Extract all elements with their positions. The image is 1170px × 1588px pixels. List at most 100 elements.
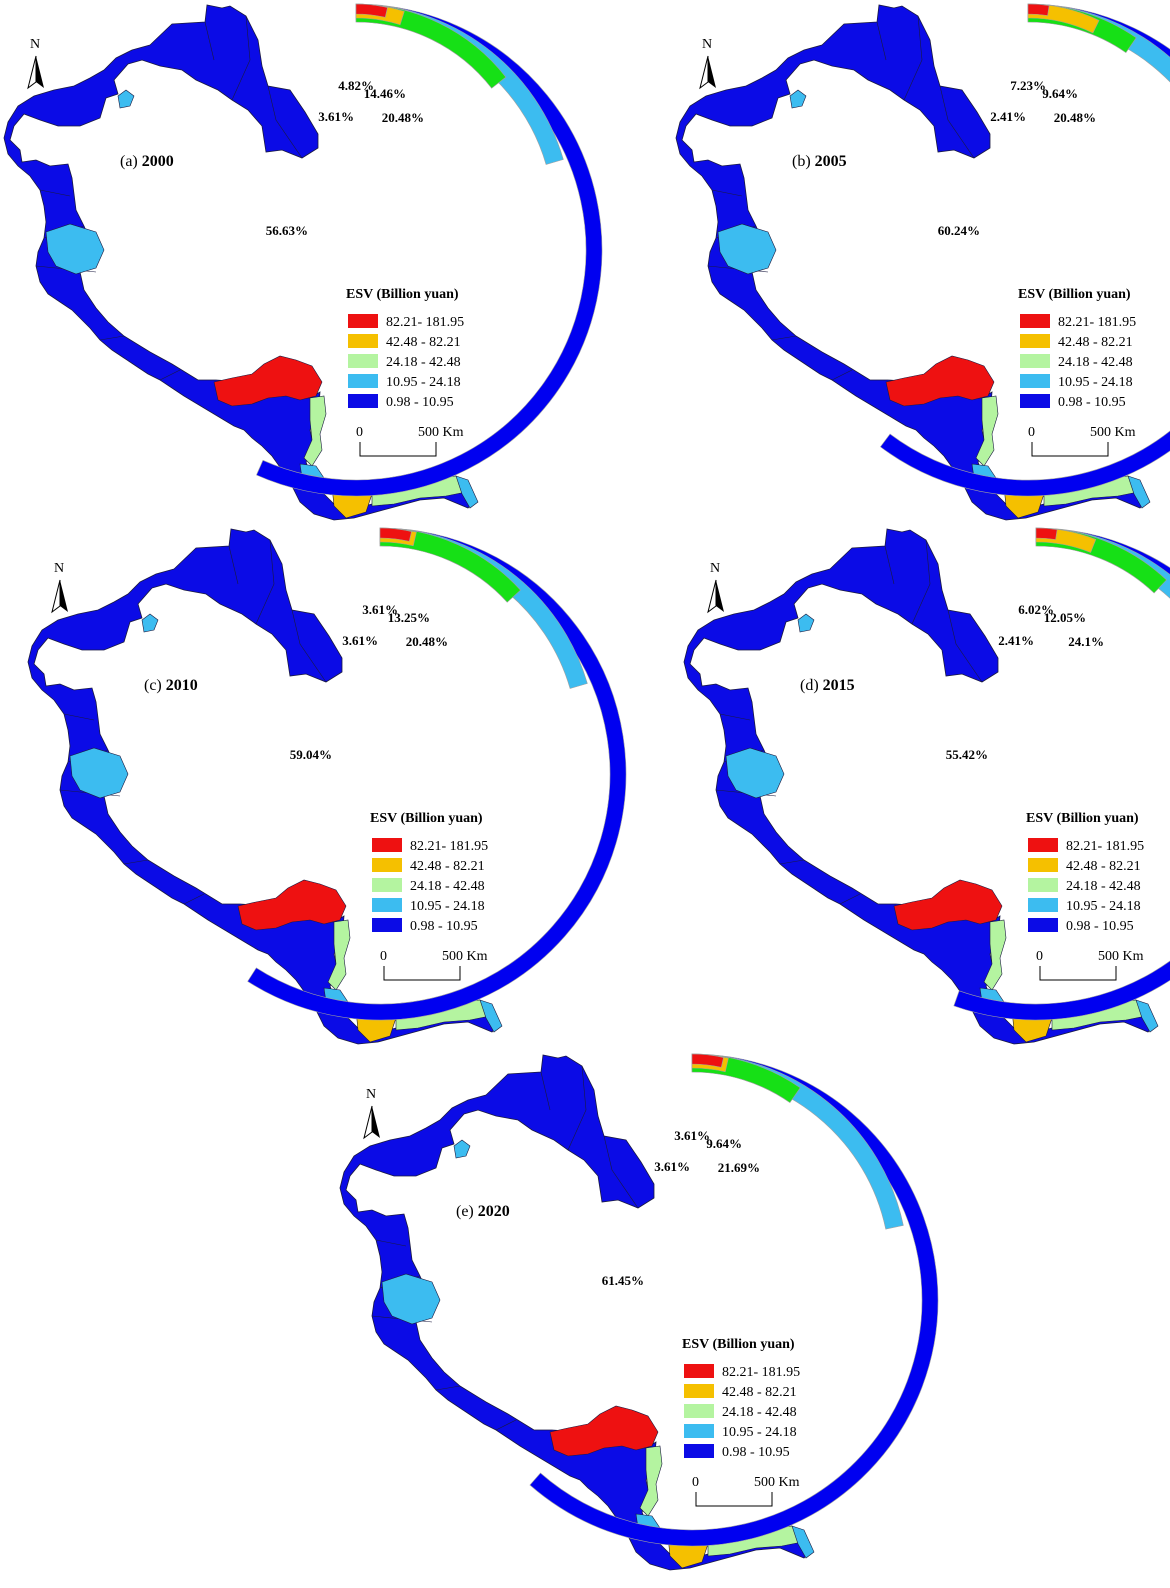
panels-layer: N (a) 2000 56.63% 20.48% 14.46%4.82% 3.61% ESV… <box>3 3 1170 1571</box>
legend-class-label: 10.95 - 24.18 <box>1058 375 1133 390</box>
scale-start-label: 0 <box>1036 949 1043 964</box>
legend-swatch <box>372 918 402 932</box>
ring-sector-1 <box>879 3 1170 497</box>
legend-swatch <box>1028 878 1058 892</box>
ring-percentage-label-2: 20.48% <box>406 634 448 649</box>
ring-sector-5 <box>1027 3 1050 16</box>
legend-swatch <box>684 1404 714 1418</box>
legend-swatch <box>348 334 378 348</box>
ring-percentage-label-5: 3.61% <box>654 1159 690 1174</box>
legend-class-label: 0.98 - 10.95 <box>1066 919 1134 934</box>
north-arrow-icon: N <box>707 561 725 613</box>
ring-sector-3 <box>379 527 521 603</box>
ring-percentage-label-2: 21.69% <box>718 1160 760 1175</box>
legend-swatch <box>372 898 402 912</box>
scale-start-label: 0 <box>380 949 387 964</box>
ring-sector-1 <box>256 3 603 497</box>
scale-end-label: 500 Km <box>442 949 488 964</box>
legend-swatch <box>1028 838 1058 852</box>
ring-percentage-label-4: 3.61% <box>674 1128 710 1143</box>
ring-chart <box>256 3 603 497</box>
scale-start-label: 0 <box>1028 425 1035 440</box>
ring-percentage-label-3: 9.64% <box>1042 86 1078 101</box>
legend-swatch <box>1020 354 1050 368</box>
scale-bar: 0 500 Km <box>692 1475 800 1507</box>
ring-percentage-label-5: 3.61% <box>318 109 354 124</box>
ring-sector-5 <box>691 1053 724 1068</box>
legend-title: ESV (Billion yuan) <box>370 811 483 826</box>
legend-title: ESV (Billion yuan) <box>1018 287 1131 302</box>
ring-percentage-label-2: 20.48% <box>1054 110 1096 125</box>
legend-class-label: 0.98 - 10.95 <box>410 919 478 934</box>
legend-class-label: 24.18 - 42.48 <box>386 355 461 370</box>
panel-year: 2000 <box>142 153 174 170</box>
panel-a: N (a) 2000 56.63% 20.48% 14.46%4.82% 3.61% ESV… <box>3 3 603 521</box>
ring-percentage-label-3: 14.46% <box>364 86 406 101</box>
legend-title: ESV (Billion yuan) <box>346 287 459 302</box>
ring-sector-5 <box>355 3 388 18</box>
panel-year: 2005 <box>815 153 847 170</box>
legend: ESV (Billion yuan) 82.21- 181.95 42.48 - 8… <box>682 1337 800 1460</box>
ring-percentage-label-4: 6.02% <box>1018 602 1054 617</box>
legend-class-label: 0.98 - 10.95 <box>386 395 454 410</box>
ring-percentage-label-1: 55.42% <box>946 747 988 762</box>
legend-class-label: 0.98 - 10.95 <box>722 1445 790 1460</box>
study-region-map <box>3 4 479 521</box>
ring-chart <box>529 1053 939 1547</box>
study-region-map <box>675 4 1151 521</box>
panel-label: (b) 2005 <box>792 153 847 170</box>
study-region-map <box>339 1054 815 1571</box>
ring-chart <box>247 527 627 1021</box>
north-arrow-icon: N <box>27 37 45 89</box>
ring-percentage-label-4: 4.82% <box>338 78 374 93</box>
legend-class-label: 42.48 - 82.21 <box>410 859 485 874</box>
legend-swatch <box>1020 394 1050 408</box>
legend-class-label: 10.95 - 24.18 <box>410 899 485 914</box>
ring-percentage-label-3: 13.25% <box>388 610 430 625</box>
legend-swatch <box>684 1444 714 1458</box>
ring-percentage-label-1: 60.24% <box>938 223 980 238</box>
legend-swatch <box>1028 918 1058 932</box>
panel-e: N(e) 202061.45%21.69%9.64%3.61%3.61%ESV … <box>339 1053 939 1571</box>
panel-d: N (d) 2015 55.42% 24.1% 12.05%6.02% 2.41% ESV … <box>683 527 1170 1045</box>
ring-percentage-label-2: 24.1% <box>1068 634 1104 649</box>
legend-class-label: 82.21- 181.95 <box>722 1365 800 1380</box>
scale-bar: 0 500 Km <box>356 425 464 457</box>
ring-percentage-label-5: 2.41% <box>990 109 1026 124</box>
legend-title: ESV (Billion yuan) <box>1026 811 1139 826</box>
study-region-map <box>27 528 503 1045</box>
study-region-map <box>683 528 1159 1045</box>
north-label: N <box>702 37 712 52</box>
north-arrow-icon: N <box>699 37 717 89</box>
ring-sector-3 <box>355 3 507 89</box>
legend-class-label: 10.95 - 24.18 <box>386 375 461 390</box>
panel-year: 2020 <box>478 1203 510 1220</box>
scale-end-label: 500 Km <box>754 1475 800 1490</box>
ring-percentage-label-4: 7.23% <box>1010 78 1046 93</box>
legend-title: ESV (Billion yuan) <box>682 1337 795 1352</box>
ring-percentage-label-2: 20.48% <box>382 110 424 125</box>
legend-class-label: 10.95 - 24.18 <box>722 1425 797 1440</box>
ring-sector-1 <box>529 1053 939 1547</box>
ring-chart <box>879 3 1170 497</box>
ring-sector-5 <box>1035 527 1058 540</box>
scale-end-label: 500 Km <box>1090 425 1136 440</box>
scale-start-label: 0 <box>356 425 363 440</box>
legend-swatch <box>1020 334 1050 348</box>
scale-bar: 0 500 Km <box>1028 425 1136 457</box>
legend: ESV (Billion yuan) 82.21- 181.95 42.48 - 8… <box>1018 287 1136 410</box>
panel-year: 2015 <box>823 677 855 694</box>
scale-end-label: 500 Km <box>418 425 464 440</box>
panel-year: 2010 <box>166 677 198 694</box>
legend-swatch <box>1028 898 1058 912</box>
scale-end-label: 500 Km <box>1098 949 1144 964</box>
ring-sector-1 <box>953 527 1170 1021</box>
panel-label: (a) 2000 <box>120 153 174 170</box>
ring-percentage-label-3: 9.64% <box>706 1136 742 1151</box>
north-label: N <box>710 561 720 576</box>
north-arrow-icon: N <box>51 561 69 613</box>
legend-swatch <box>684 1364 714 1378</box>
legend-class-label: 24.18 - 42.48 <box>1058 355 1133 370</box>
legend-swatch <box>348 374 378 388</box>
